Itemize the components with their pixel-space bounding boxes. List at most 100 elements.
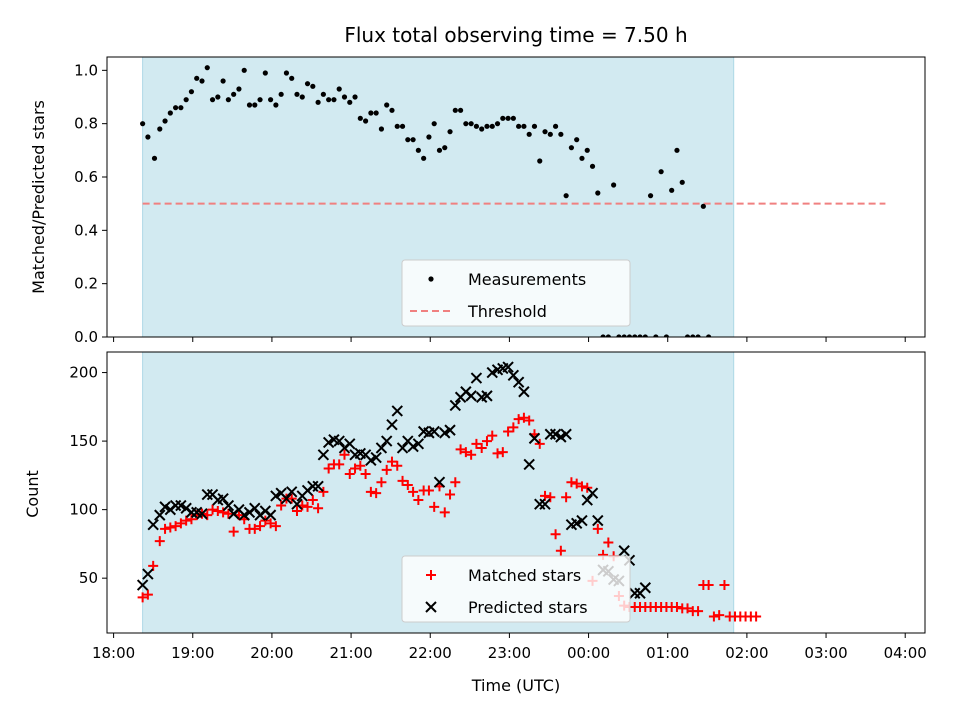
data-point — [334, 459, 345, 470]
data-point — [413, 495, 424, 506]
data-point — [497, 447, 508, 458]
data-point — [375, 442, 388, 454]
legend: Matched stars Predicted stars — [401, 555, 631, 623]
data-point — [579, 155, 585, 161]
data-point — [616, 334, 622, 337]
data-point — [249, 502, 261, 514]
data-point — [212, 506, 223, 517]
data-point — [136, 579, 149, 591]
data-point — [140, 121, 146, 127]
data-point — [181, 515, 192, 526]
x-tick-label: 04:00 — [884, 644, 927, 662]
data-point — [317, 449, 330, 461]
data-point — [218, 507, 229, 518]
data-point — [658, 169, 664, 175]
data-point — [341, 94, 348, 100]
data-point — [165, 522, 176, 533]
data-point — [512, 376, 525, 388]
data-point — [436, 147, 443, 153]
data-point — [286, 486, 298, 498]
data-point — [264, 509, 277, 521]
data-point — [280, 492, 293, 505]
data-point — [399, 123, 406, 129]
data-point — [396, 442, 409, 454]
data-point — [188, 89, 195, 95]
data-point — [147, 519, 159, 531]
data-points — [136, 361, 762, 622]
x-tick-label: 23:00 — [488, 644, 531, 662]
legend-box — [401, 259, 631, 327]
data-point — [344, 468, 355, 479]
chart-title: Flux total observing time = 7.50 h — [344, 23, 687, 47]
data-point — [555, 545, 566, 556]
data-point — [647, 193, 654, 199]
data-point — [310, 83, 316, 89]
data-point — [204, 65, 210, 71]
data-point — [669, 187, 675, 193]
data-point — [582, 482, 593, 493]
data-point — [291, 498, 303, 510]
data-point — [423, 485, 434, 496]
data-point — [228, 526, 239, 537]
data-point — [444, 424, 456, 436]
data-point — [215, 94, 221, 100]
data-point — [347, 99, 353, 105]
data-point — [405, 137, 411, 143]
data-point — [621, 334, 627, 337]
panel-1: 50 100 150 200 18:00 19:00 20:00 21:00 22:00 23:0… — [69, 351, 927, 662]
data-point — [465, 390, 477, 402]
data-point — [714, 610, 725, 621]
data-point — [315, 99, 321, 105]
y-tick-label: 0.2 — [74, 275, 98, 293]
data-point — [384, 102, 390, 108]
data-point — [368, 110, 374, 116]
data-point — [442, 145, 448, 151]
data-point — [545, 492, 556, 503]
data-point — [560, 428, 572, 440]
data-point — [336, 86, 342, 92]
data-point — [671, 601, 682, 612]
data-point — [333, 435, 345, 447]
data-point — [350, 463, 361, 474]
data-point — [642, 334, 648, 337]
data-point — [183, 97, 189, 103]
data-point — [576, 514, 588, 527]
x-tick-label: 20:00 — [250, 644, 293, 662]
data-point — [268, 97, 274, 103]
data-point — [586, 487, 599, 499]
data-point — [283, 70, 290, 76]
data-point — [547, 131, 553, 137]
x-tick-label: 00:00 — [567, 644, 610, 662]
data-point — [603, 537, 614, 548]
data-point — [380, 435, 393, 447]
data-point — [362, 118, 369, 124]
data-point — [592, 523, 603, 534]
data-point — [489, 123, 495, 129]
data-point — [626, 334, 633, 337]
data-point — [157, 126, 163, 132]
legend-marker — [428, 276, 434, 282]
data-point — [421, 155, 427, 161]
data-point — [571, 478, 582, 489]
data-point — [429, 501, 440, 512]
data-point — [225, 97, 231, 103]
data-point — [455, 444, 466, 455]
data-point — [371, 488, 382, 499]
data-point — [568, 145, 575, 151]
data-point — [307, 495, 318, 506]
x-tick-label: 22:00 — [409, 644, 452, 662]
y-tick-label: 100 — [69, 501, 98, 519]
data-point — [439, 507, 450, 518]
data-point — [313, 503, 324, 514]
data-point — [684, 334, 691, 337]
data-point — [449, 399, 462, 412]
data-point — [561, 492, 572, 503]
data-point — [304, 81, 311, 87]
data-point — [468, 121, 474, 127]
data-point — [589, 163, 596, 169]
data-point — [507, 369, 520, 382]
data-point — [318, 486, 329, 497]
data-point — [331, 97, 337, 103]
data-point — [539, 498, 551, 510]
data-point — [426, 134, 432, 140]
